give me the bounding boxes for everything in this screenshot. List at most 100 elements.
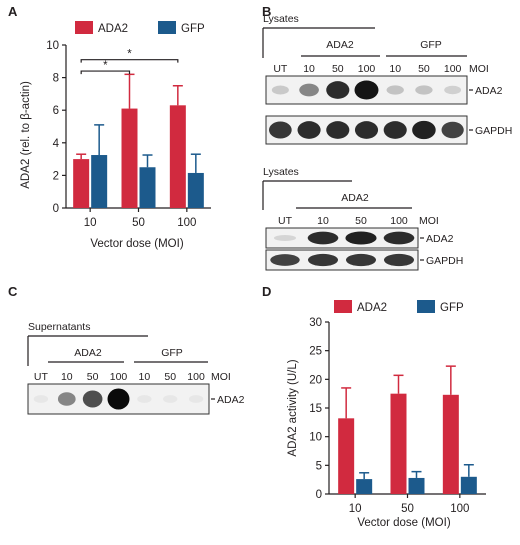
moi-label: MOI	[469, 63, 489, 75]
blot-strip	[265, 227, 419, 249]
y-axis-label-d: ADA2 activity (U/L)	[287, 359, 299, 456]
moi-label-c: MOI	[211, 371, 231, 383]
lane-label: 50	[418, 63, 430, 75]
y-tick-label: 10	[46, 40, 59, 52]
bar-ada2	[338, 418, 355, 494]
moi-label-2: MOI	[419, 215, 439, 227]
blot-band	[326, 81, 350, 99]
panel-label-a: A	[8, 4, 18, 19]
legend-label-ada2: ADA2	[98, 23, 128, 35]
bar-gfp	[408, 477, 425, 494]
blot-band	[354, 80, 379, 100]
lane-label: UT	[273, 63, 288, 75]
lane-label: 10	[303, 63, 315, 75]
blot-band	[383, 231, 415, 245]
lane-label: UT	[34, 371, 49, 383]
y-tick-label: 8	[53, 73, 59, 85]
y-tick-label: 0	[53, 203, 59, 215]
blot-header-lysates-2: Lysates	[263, 166, 299, 178]
lane-label: UT	[278, 215, 293, 227]
blot-band	[271, 85, 289, 95]
significance-star: *	[127, 49, 132, 61]
y-tick-label: 30	[309, 317, 322, 329]
blot-band	[307, 253, 339, 267]
group-label-gfp: GFP	[420, 39, 442, 51]
row-label: GAPDH	[426, 255, 463, 267]
x-axis-label: Vector dose (MOI)	[90, 238, 183, 250]
blot-band	[107, 388, 130, 410]
legend-label-ada2-d: ADA2	[357, 302, 387, 314]
lane-label: 10	[139, 371, 151, 383]
blot-band	[345, 231, 377, 245]
y-tick-label: 4	[53, 138, 60, 150]
y-tick-label: 10	[309, 432, 322, 444]
blot-band	[269, 121, 292, 139]
panel-b-lysate-blot-ada2-gfp: Lysates ADA2 GFP MOI UT 10 50 100 10 50 100 ADA…	[262, 13, 512, 145]
blot-band	[273, 235, 297, 241]
blot-strip	[265, 249, 419, 271]
bar-gfp	[139, 167, 156, 208]
blot-header-lysates: Lysates	[263, 13, 299, 25]
y-tick-label: 6	[53, 105, 59, 117]
legend-swatch-ada2	[75, 21, 93, 34]
legend-label-gfp-d: GFP	[440, 302, 464, 314]
significance-star: *	[103, 60, 108, 72]
significance-bracket	[80, 59, 179, 63]
group-label-ada2: ADA2	[326, 39, 354, 51]
panel-label-d: D	[262, 284, 271, 299]
panel-d-bar-chart: ADA2 GFP ADA2 activity (U/L) Vector dose…	[287, 300, 486, 529]
lane-label: 10	[317, 215, 329, 227]
lane-label: 50	[164, 371, 176, 383]
blot-band	[386, 85, 404, 95]
lane-label: 100	[110, 371, 128, 383]
bar-gfp	[187, 172, 204, 208]
lane-label: 10	[61, 371, 73, 383]
lane-label: 50	[355, 215, 367, 227]
y-tick-label: 2	[53, 170, 59, 182]
blot-band	[383, 121, 407, 139]
x-tick-label: 100	[177, 217, 196, 229]
panel-c-supernatant-blot: Supernatants ADA2 GFP MOI UT 10 50 100 10 50 1…	[27, 321, 245, 415]
blot-band	[412, 120, 436, 140]
y-tick-label: 15	[309, 403, 322, 415]
legend-label-gfp: GFP	[181, 23, 205, 35]
blot-band	[297, 121, 321, 139]
blot-band	[415, 85, 433, 95]
lane-label: 100	[358, 63, 376, 75]
lane-label: 50	[332, 63, 344, 75]
blot-band	[307, 231, 339, 245]
blot-band	[299, 83, 319, 97]
x-tick-label: 100	[450, 503, 469, 515]
blot-band	[82, 390, 103, 408]
lane-label: 50	[87, 371, 99, 383]
bar-gfp	[356, 479, 373, 494]
blot-header-supernatants: Supernatants	[28, 321, 90, 333]
blot-band	[188, 395, 204, 403]
legend-swatch-gfp-d	[417, 300, 435, 313]
panel-label-c: C	[8, 284, 18, 299]
y-tick-label: 5	[316, 460, 322, 472]
lane-label: 10	[389, 63, 401, 75]
x-axis-label-d: Vector dose (MOI)	[357, 517, 450, 529]
blot-band	[33, 395, 49, 403]
blot-band	[57, 392, 76, 406]
blot-band	[345, 253, 377, 267]
y-axis-label: ADA2 (rel. to β-actin)	[20, 81, 32, 189]
group-label-ada2-c: ADA2	[74, 347, 102, 359]
panel-b-lysate-blot-ada2: Lysates ADA2 MOI UT 10 50 100 ADA2 GAPDH	[262, 166, 463, 271]
bar-gfp	[460, 476, 477, 494]
blot-band	[326, 121, 350, 139]
row-label: ADA2	[217, 394, 245, 406]
lane-label: 100	[444, 63, 462, 75]
row-label: GAPDH	[475, 125, 512, 137]
group-label-ada2-2: ADA2	[341, 192, 369, 204]
blot-band	[383, 253, 415, 267]
legend-swatch-ada2-d	[334, 300, 352, 313]
bar-ada2	[169, 105, 186, 208]
x-tick-label: 50	[401, 503, 414, 515]
y-tick-label: 25	[309, 346, 322, 358]
lane-label: 100	[390, 215, 408, 227]
blot-band	[270, 254, 300, 266]
blot-band	[137, 395, 152, 403]
